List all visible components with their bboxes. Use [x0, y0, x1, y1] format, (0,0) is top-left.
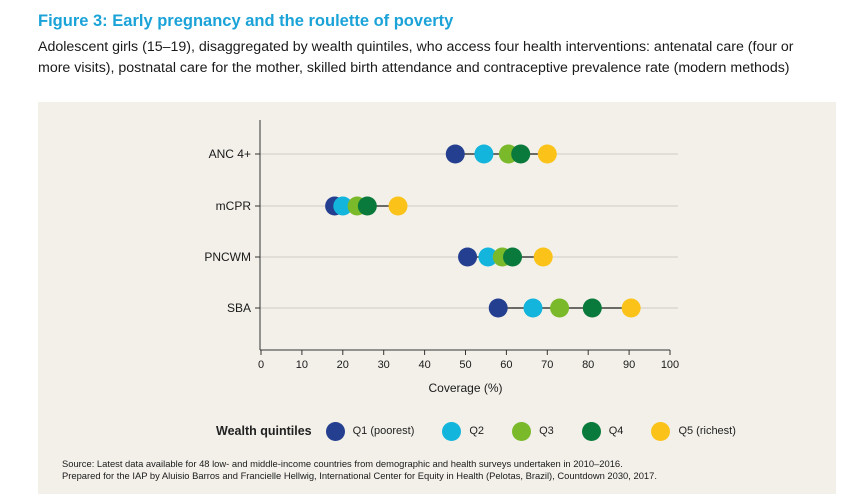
x-tick-label: 80 [582, 359, 594, 371]
x-tick-label: 30 [378, 359, 390, 371]
y-tick-label: ANC 4+ [209, 147, 251, 161]
legend-items: Q1 (poorest) Q2 Q3 Q4 Q5 (richest) [325, 421, 764, 441]
data-point [533, 247, 553, 267]
legend-label: Q1 (poorest) [352, 425, 415, 437]
x-tick-label: 90 [623, 359, 635, 371]
x-tick-label: 50 [459, 359, 471, 371]
legend-label: Q2 [469, 425, 485, 437]
source-line-2: Prepared for the IAP by Aluisio Barros a… [62, 470, 657, 481]
legend-swatch [651, 421, 671, 441]
data-point [537, 144, 557, 164]
legend-swatch [325, 421, 345, 441]
legend-swatch [442, 421, 462, 441]
data-point [582, 298, 602, 318]
dot-plot-chart: ANC 4+ mCPR PNCWM SBA 0 10 20 30 40 50 60 70 80 90 100… [204, 120, 679, 395]
legend-label: Q3 [539, 425, 554, 437]
x-tick-label: 20 [337, 359, 349, 371]
data-point [357, 196, 377, 216]
legend-label: Q4 [608, 425, 624, 437]
data-point [478, 247, 498, 267]
source-note: Source: Latest data available for 48 low… [62, 458, 657, 482]
x-tick-label: 100 [661, 359, 679, 371]
data-point [333, 196, 353, 216]
y-tick-label: PNCWM [204, 250, 251, 264]
legend: Wealth quintiles Q1 (poorest) Q2 Q3 Q4 Q5 (r… [216, 420, 764, 442]
x-axis-label: Coverage (%) [428, 381, 502, 395]
legend-item: Q5 (richest) [651, 421, 736, 441]
figure-subtitle: Adolescent girls (15–19), disaggregated … [38, 39, 794, 76]
data-point [445, 144, 465, 164]
figure-title: Figure 3: Early pregnancy and the roulet… [38, 12, 454, 30]
x-tick-label: 0 [258, 359, 264, 371]
data-point [511, 144, 531, 164]
data-point [488, 298, 508, 318]
legend-label: Q5 (richest) [678, 425, 736, 437]
legend-item: Q4 [581, 421, 624, 441]
legend-item: Q1 (poorest) [325, 421, 415, 441]
y-tick-label: mCPR [216, 199, 252, 213]
x-tick-label: 10 [296, 359, 308, 371]
source-line-1: Source: Latest data available for 48 low… [62, 458, 623, 469]
legend-swatch [512, 421, 532, 441]
data-point [621, 298, 641, 318]
data-point [550, 298, 570, 318]
x-tick-label: 60 [500, 359, 512, 371]
data-point [388, 196, 408, 216]
x-tick-label: 70 [541, 359, 553, 371]
legend-swatch [581, 421, 601, 441]
x-tick-label: 40 [418, 359, 430, 371]
data-point [458, 247, 478, 267]
legend-title: Wealth quintiles [216, 424, 312, 438]
legend-item: Q3 [512, 421, 554, 441]
y-tick-label: SBA [227, 301, 251, 315]
data-point [503, 247, 523, 267]
data-point [474, 144, 494, 164]
legend-item: Q2 [442, 421, 485, 441]
data-point [523, 298, 543, 318]
chart-panel: ANC 4+ mCPR PNCWM SBA 0 10 20 30 40 50 60 70 80 90 100… [38, 102, 836, 494]
